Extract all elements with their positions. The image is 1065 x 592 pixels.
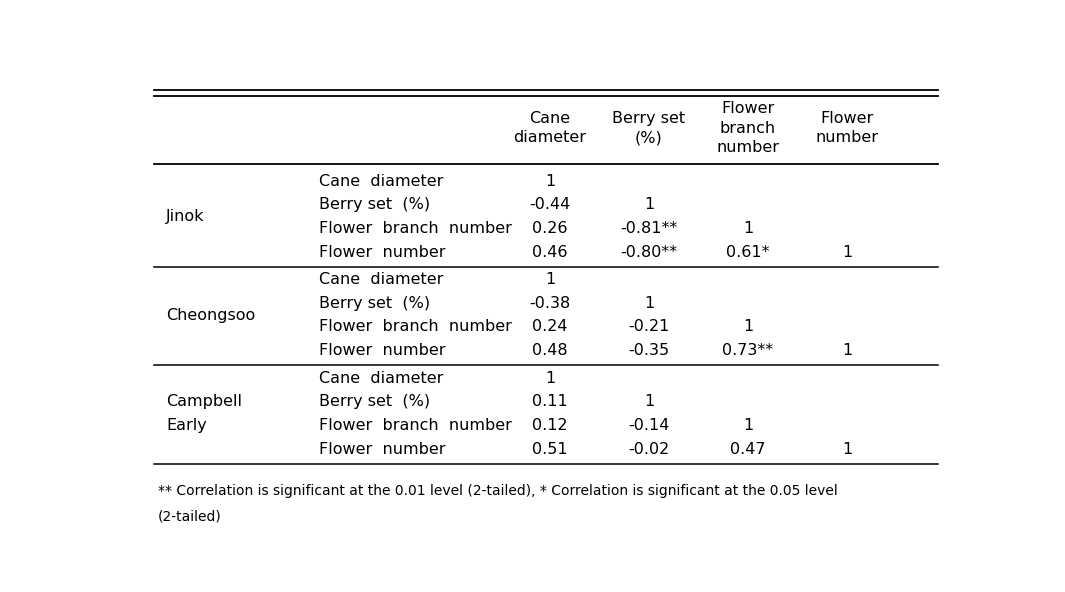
Text: Jinok: Jinok xyxy=(166,209,204,224)
Text: 0.26: 0.26 xyxy=(532,221,568,236)
Text: -0.21: -0.21 xyxy=(628,320,670,334)
Text: 1: 1 xyxy=(545,371,555,385)
Text: 0.12: 0.12 xyxy=(532,418,568,433)
Text: Berry set  (%): Berry set (%) xyxy=(318,296,430,311)
Text: Flower  number: Flower number xyxy=(318,343,445,358)
Text: 1: 1 xyxy=(842,244,852,260)
Text: Cheongsoo: Cheongsoo xyxy=(166,308,256,323)
Text: 0.11: 0.11 xyxy=(532,394,568,409)
Text: Berry set  (%): Berry set (%) xyxy=(318,197,430,213)
Text: 1: 1 xyxy=(644,197,654,213)
Text: Flower  number: Flower number xyxy=(318,442,445,456)
Text: 1: 1 xyxy=(545,173,555,189)
Text: Cane
diameter: Cane diameter xyxy=(513,111,587,145)
Text: (2-tailed): (2-tailed) xyxy=(158,509,222,523)
Text: 1: 1 xyxy=(545,272,555,287)
Text: 1: 1 xyxy=(743,320,753,334)
Text: Campbell: Campbell xyxy=(166,394,242,409)
Text: 0.73**: 0.73** xyxy=(722,343,773,358)
Text: 1: 1 xyxy=(644,296,654,311)
Text: Flower  branch  number: Flower branch number xyxy=(318,221,511,236)
Text: 1: 1 xyxy=(842,442,852,456)
Text: -0.02: -0.02 xyxy=(628,442,670,456)
Text: 0.46: 0.46 xyxy=(532,244,568,260)
Text: -0.14: -0.14 xyxy=(628,418,670,433)
Text: Flower  branch  number: Flower branch number xyxy=(318,320,511,334)
Text: Flower  branch  number: Flower branch number xyxy=(318,418,511,433)
Text: Berry set
(%): Berry set (%) xyxy=(612,111,686,145)
Text: Flower  number: Flower number xyxy=(318,244,445,260)
Text: Cane  diameter: Cane diameter xyxy=(318,173,443,189)
Text: -0.44: -0.44 xyxy=(529,197,571,213)
Text: -0.35: -0.35 xyxy=(628,343,670,358)
Text: Cane  diameter: Cane diameter xyxy=(318,272,443,287)
Text: Early: Early xyxy=(166,418,207,433)
Text: 0.61*: 0.61* xyxy=(726,244,770,260)
Text: 1: 1 xyxy=(743,418,753,433)
Text: 0.24: 0.24 xyxy=(532,320,568,334)
Text: Cane  diameter: Cane diameter xyxy=(318,371,443,385)
Text: Berry set  (%): Berry set (%) xyxy=(318,394,430,409)
Text: Flower
number: Flower number xyxy=(816,111,879,145)
Text: 0.47: 0.47 xyxy=(731,442,766,456)
Text: -0.80**: -0.80** xyxy=(621,244,677,260)
Text: -0.81**: -0.81** xyxy=(620,221,677,236)
Text: 0.48: 0.48 xyxy=(532,343,568,358)
Text: 0.51: 0.51 xyxy=(532,442,568,456)
Text: ** Correlation is significant at the 0.01 level (2-tailed), * Correlation is sig: ** Correlation is significant at the 0.0… xyxy=(158,484,838,498)
Text: 1: 1 xyxy=(644,394,654,409)
Text: 1: 1 xyxy=(842,343,852,358)
Text: Flower
branch
number: Flower branch number xyxy=(717,101,780,155)
Text: 1: 1 xyxy=(743,221,753,236)
Text: -0.38: -0.38 xyxy=(529,296,571,311)
